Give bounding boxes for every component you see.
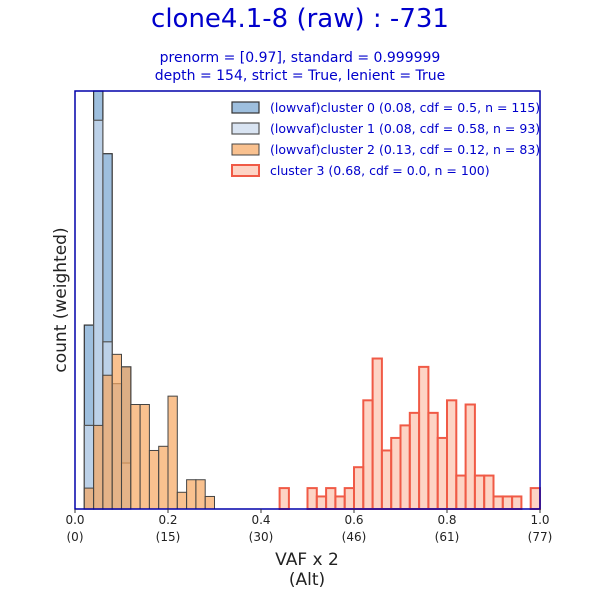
bar-series-2-bin-0 [83, 487, 95, 510]
chart-subtitle-line-2: depth = 154, strict = True, lenient = Tr… [154, 68, 446, 84]
x-tick-sublabel-5: (77) [528, 530, 553, 544]
bar-series-3-bin-22 [501, 495, 514, 510]
x-tick-sublabel-2: (30) [249, 530, 274, 544]
bar-series-3-bin-0 [278, 487, 290, 511]
bar-series-2-bin-12 [195, 479, 206, 510]
x-tick-sublabel-1: (15) [156, 530, 181, 544]
bar-series-3-bin-23 [511, 495, 523, 510]
series-3 [278, 357, 542, 511]
bar-series-3-bin-11 [399, 424, 411, 510]
y-axis-label: count (weighted) [51, 227, 71, 372]
bar-series-3-bin-8 [371, 357, 383, 510]
bar-series-3-bin-14 [427, 411, 439, 510]
bar-series-2-bin-4 [121, 366, 132, 510]
bar-series-3-bin-21 [492, 495, 504, 510]
series-2 [83, 353, 215, 510]
legend: (lowvaf)cluster 0 (0.08, cdf = 0.5, n = … [231, 100, 540, 178]
x-axis-sublabel: (Alt) [289, 570, 325, 590]
bar-series-2-bin-9 [167, 395, 178, 510]
bar-series-2-bin-13 [204, 495, 215, 510]
legend-label-0: (lowvaf)cluster 0 (0.08, cdf = 0.5, n = … [270, 100, 540, 115]
bar-series-3-bin-5 [343, 487, 356, 511]
x-tick-sublabel-0: (0) [67, 530, 84, 544]
legend-swatch-0 [231, 101, 260, 114]
bar-series-3-bin-1 [306, 487, 318, 511]
bar-series-2-bin-10 [176, 491, 188, 510]
bar-series-3-bin-16 [446, 399, 458, 511]
bar-series-2-bin-8 [158, 445, 169, 510]
x-tick-label-3: 0.6 [344, 513, 363, 527]
bar-series-3-bin-12 [408, 411, 421, 510]
bar-series-3-bin-17 [455, 474, 467, 510]
bar-series-3-bin-9 [380, 449, 393, 511]
bar-series-2-bin-6 [139, 404, 150, 510]
x-tick-label-4: 0.8 [437, 513, 456, 527]
chart-title: clone4.1-8 (raw) : -731 [151, 4, 449, 34]
bar-series-3-bin-15 [436, 436, 449, 510]
bar-series-3-bin-20 [483, 474, 495, 510]
x-tick-sublabel-4: (61) [435, 530, 460, 544]
x-tick-label-1: 0.2 [158, 513, 177, 527]
bar-series-3-bin-2 [315, 495, 328, 510]
legend-label-2: (lowvaf)cluster 2 (0.13, cdf = 0.12, n =… [270, 142, 540, 157]
bar-series-2-bin-7 [148, 449, 160, 510]
legend-swatch-1 [231, 122, 260, 135]
legend-label-3: cluster 3 (0.68, cdf = 0.0, n = 100) [270, 163, 490, 178]
chart-subtitle-line-1: prenorm = [0.97], standard = 0.999999 [159, 50, 441, 66]
bar-series-3-bin-6 [353, 466, 365, 511]
bar-series-2-bin-11 [186, 479, 197, 510]
x-tick-sublabel-3: (46) [342, 530, 367, 544]
legend-swatch-3 [231, 164, 260, 177]
legend-swatch-2 [231, 143, 260, 156]
legend-label-1: (lowvaf)cluster 1 (0.08, cdf = 0.58, n =… [270, 121, 540, 136]
bar-series-3-bin-4 [334, 495, 346, 510]
bar-series-2-bin-5 [130, 404, 141, 510]
x-tick-label-0: 0.0 [65, 513, 84, 527]
bar-series-2-bin-1 [93, 424, 104, 510]
bar-series-3-bin-18 [464, 403, 476, 510]
x-axis-label: VAF x 2 [275, 550, 339, 570]
x-tick-label-5: 1.0 [530, 513, 549, 527]
x-axis-ticks: 0.0 (0) 0.2 (15) 0.4 (30) 0.6 (46) 0.8 (61) 1.0 (77… [65, 509, 552, 544]
bar-series-3-bin-24 [529, 487, 542, 511]
bar-series-2-bin-3 [111, 353, 122, 510]
x-tick-label-2: 0.4 [251, 513, 270, 527]
bar-series-3-bin-10 [390, 436, 402, 510]
plot-frame [74, 90, 541, 510]
bar-series-3-bin-3 [325, 487, 337, 511]
bar-series-2-bin-2 [102, 374, 113, 510]
bar-series-3-bin-7 [362, 399, 374, 511]
bar-series-3-bin-13 [418, 365, 430, 510]
bar-series-3-bin-19 [473, 474, 486, 510]
